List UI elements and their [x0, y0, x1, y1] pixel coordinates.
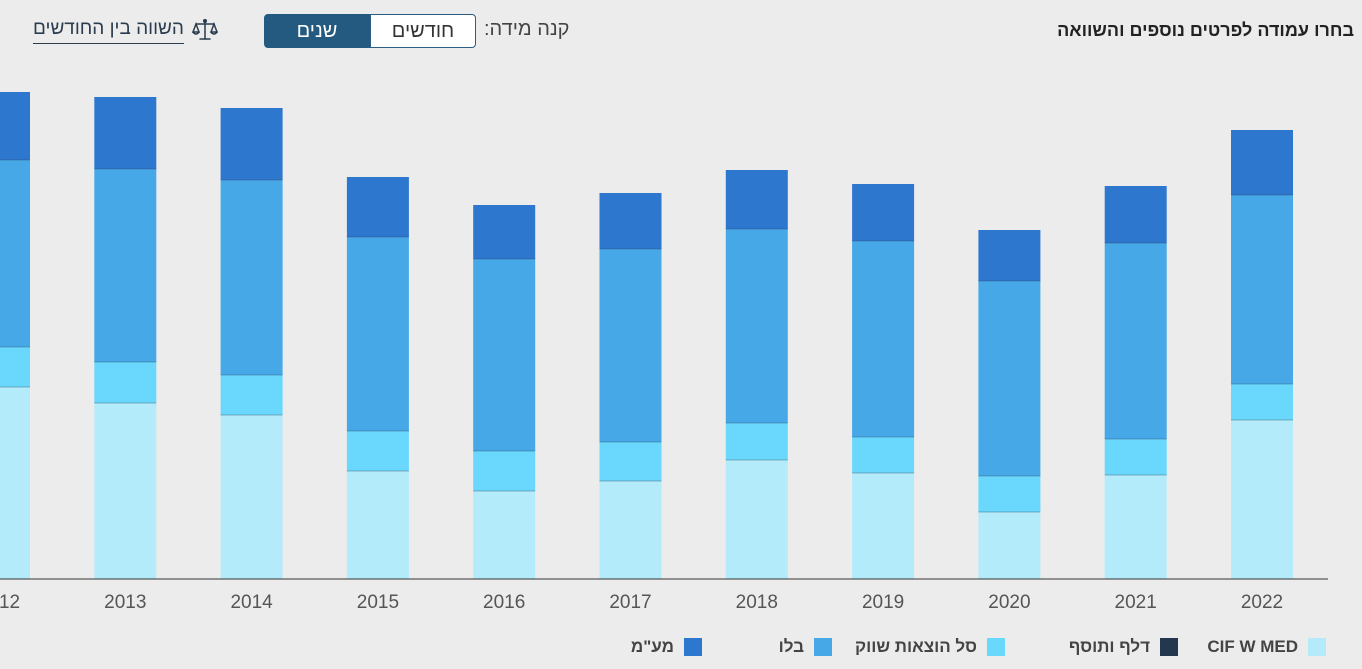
legend-label: סל הוצאות שווק	[855, 637, 977, 656]
x-tick-label: 2012	[0, 592, 20, 613]
bar-segment-2012-0[interactable]	[0, 387, 30, 579]
legend-item[interactable]: בלו	[779, 636, 832, 658]
bar-segment-2016-0[interactable]	[473, 491, 536, 579]
bar-segment-2019-0[interactable]	[852, 473, 915, 579]
bar-segment-2016-1[interactable]	[473, 451, 536, 491]
legend-label: דלף ותוסף	[1068, 637, 1150, 656]
bar-segment-2018-1[interactable]	[725, 423, 788, 460]
legend-swatch	[684, 638, 702, 656]
bar-segment-2020-1[interactable]	[978, 476, 1041, 512]
bar-segment-2022-0[interactable]	[1231, 420, 1293, 579]
bar-segment-2017-3[interactable]	[599, 193, 662, 249]
bar-segment-2022-1[interactable]	[1231, 384, 1293, 420]
bar-segment-2016-3[interactable]	[473, 205, 536, 259]
bar-segment-2017-1[interactable]	[599, 442, 662, 481]
legend-item[interactable]: סל הוצאות שווק	[855, 636, 1005, 658]
bar-segment-2020-3[interactable]	[978, 230, 1041, 281]
x-tick-labels: 2012 2013 2014 2015 2016 2017 2018 2019 2020 2021…	[0, 592, 1283, 613]
x-tick-label: 2018	[736, 592, 778, 613]
bar-segment-2020-2[interactable]	[978, 281, 1041, 476]
legend-item[interactable]: דלף ותוסף	[1069, 636, 1178, 658]
compare-months-label: השווה בין החודשים	[33, 18, 184, 44]
legend-item[interactable]: CIF W MED	[1207, 636, 1326, 658]
x-tick-label: 2019	[862, 592, 904, 613]
x-tick-label: 2021	[1115, 592, 1157, 613]
bar-segment-2017-0[interactable]	[599, 481, 662, 579]
bar-segment-2021-3[interactable]	[1104, 186, 1167, 243]
legend-label: CIF W MED	[1207, 637, 1298, 656]
legend-swatch	[1160, 638, 1178, 656]
bar-segment-2012-3[interactable]	[0, 92, 30, 160]
years-toggle-button[interactable]: שנים	[264, 14, 370, 48]
bar-segment-2021-1[interactable]	[1104, 439, 1167, 475]
legend-swatch	[987, 638, 1005, 656]
x-tick-label: 2022	[1241, 592, 1283, 613]
x-tick-label: 2015	[357, 592, 399, 613]
bar-segment-2016-2[interactable]	[473, 259, 536, 451]
x-tick-label: 2017	[609, 592, 651, 613]
bar-segment-2019-1[interactable]	[852, 437, 915, 473]
bar-segment-2012-1[interactable]	[0, 347, 30, 387]
bar-segment-2019-3[interactable]	[852, 184, 915, 241]
bar-segment-2019-2[interactable]	[852, 241, 915, 437]
page-title: בחרו עמודה לפרטים נוספים והשוואה	[1057, 20, 1354, 40]
bar-segment-2022-3[interactable]	[1231, 130, 1293, 195]
bar-segment-2015-0[interactable]	[346, 471, 409, 579]
bar-segment-2021-2[interactable]	[1104, 243, 1167, 439]
compare-months-link[interactable]: השווה בין החודשים	[33, 18, 218, 48]
bar-segment-2014-0[interactable]	[220, 415, 283, 579]
bar-segment-2021-0[interactable]	[1104, 475, 1167, 579]
bar-segment-2015-1[interactable]	[346, 431, 409, 471]
legend-item[interactable]: מע"מ	[631, 636, 702, 658]
bar-segment-2013-3[interactable]	[94, 97, 157, 169]
bar-segment-2018-3[interactable]	[725, 170, 788, 229]
legend-label: בלו	[778, 637, 804, 656]
bar-segment-2017-2[interactable]	[599, 249, 662, 442]
x-tick-label: 2020	[988, 592, 1030, 613]
legend-label: מע"מ	[630, 637, 674, 656]
stacked-bar-chart: 2012 2013 2014 2015 2016 2017 2018 2019 2020 2021…	[0, 92, 1328, 613]
bar-segment-2014-3[interactable]	[220, 108, 283, 180]
bar-segment-2012-2[interactable]	[0, 160, 30, 347]
x-tick-label: 2016	[483, 592, 525, 613]
bar-segment-2015-3[interactable]	[346, 177, 409, 237]
scale-label: קנה מידה:	[484, 18, 570, 40]
bar-segment-2018-0[interactable]	[725, 460, 788, 579]
bar-segment-2014-1[interactable]	[220, 375, 283, 415]
bar-segment-2013-2[interactable]	[94, 169, 157, 362]
bar-segment-2018-2[interactable]	[725, 229, 788, 423]
legend-swatch	[814, 638, 832, 656]
bar-segment-2015-2[interactable]	[346, 237, 409, 431]
bar-segment-2020-0[interactable]	[978, 512, 1041, 579]
bar-segment-2014-2[interactable]	[220, 180, 283, 375]
months-toggle-button[interactable]: חודשים	[370, 14, 476, 48]
scales-icon	[191, 18, 218, 40]
bars-layer	[0, 92, 1293, 579]
x-tick-label: 2014	[230, 592, 273, 613]
x-tick-label: 2013	[104, 592, 146, 613]
bar-segment-2013-0[interactable]	[94, 403, 157, 579]
bar-segment-2022-2[interactable]	[1231, 195, 1293, 384]
bar-segment-2013-1[interactable]	[94, 362, 157, 403]
legend-swatch	[1308, 638, 1326, 656]
